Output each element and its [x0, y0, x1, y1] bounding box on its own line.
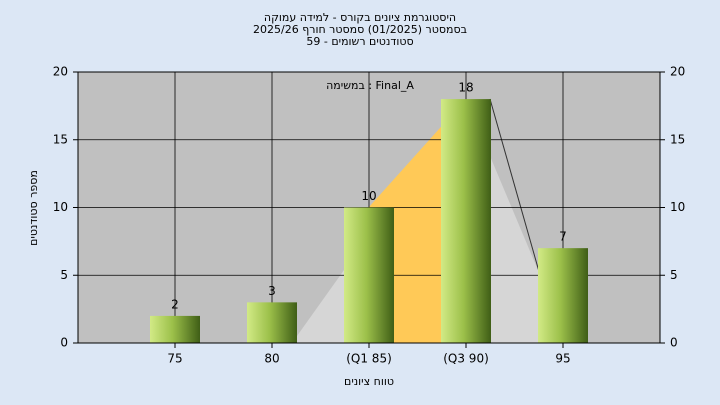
value-label: 3: [268, 284, 276, 298]
y2-tick-label: 0: [670, 336, 678, 350]
y2-tick-label: 5: [670, 268, 678, 282]
bar: [538, 248, 588, 343]
x-tick-label: 80: [264, 352, 279, 366]
x-tick-label: 75: [167, 352, 182, 366]
y-tick-label: 5: [60, 268, 68, 282]
bar: [441, 99, 491, 343]
y2-tick-label: 15: [670, 132, 685, 146]
x-tick-label: 95: [555, 352, 570, 366]
bar: [150, 315, 200, 343]
annotation: במשימה : Final_A: [326, 79, 414, 92]
y-tick-label: 10: [53, 200, 68, 214]
x-tick-label: (Q3 90): [443, 352, 489, 366]
y-tick-label: 15: [53, 132, 68, 146]
y2-tick-label: 20: [670, 65, 685, 79]
bar: [344, 207, 394, 343]
plot-border: [77, 71, 661, 344]
value-label: 2: [171, 297, 179, 311]
value-label: 18: [458, 81, 473, 95]
y-tick-label: 0: [60, 336, 68, 350]
value-label: 7: [559, 230, 567, 244]
y2-tick-label: 10: [670, 200, 685, 214]
value-label: 10: [361, 189, 376, 203]
distribution-line: [489, 98, 541, 276]
chart-subtitle: בסמסטר (01/2025) סמסטר חורף 2025/26: [253, 23, 467, 36]
x-tick-label: (Q1 85): [346, 352, 392, 366]
x-axis-label: טווח ציונים: [344, 375, 394, 388]
plot: 0 5 10 15 20 0 5 10 15 20 75 2 80 3 (Q1 85) 10 (Q3 90) 18…: [53, 65, 686, 366]
y-axis-label: מספר סטודנטים: [27, 170, 40, 246]
chart-subtitle: סטודנטים רשומים - 59: [306, 35, 413, 48]
y-tick-label: 20: [53, 65, 68, 79]
chart-title: היסטוגרמת ציונים בקורס - למידה עמוקה: [264, 11, 456, 24]
bar: [247, 302, 297, 343]
